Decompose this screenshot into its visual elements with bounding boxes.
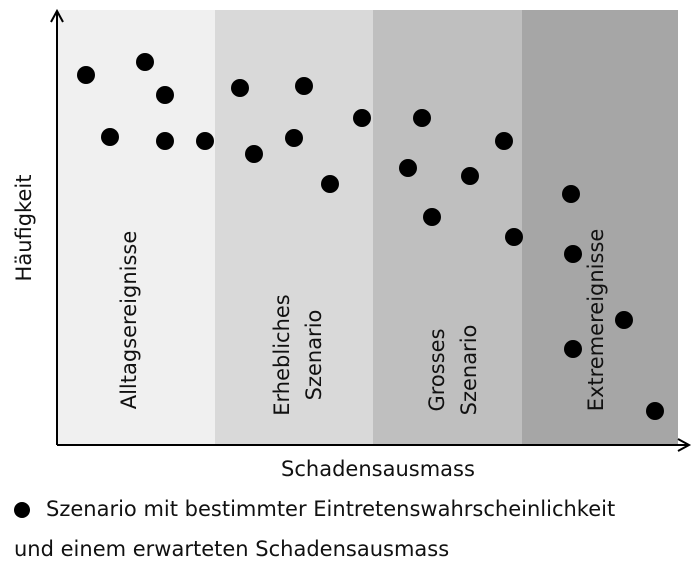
scenario-dots bbox=[77, 53, 664, 420]
axes bbox=[50, 8, 692, 452]
zone-bg bbox=[215, 10, 373, 445]
zone-bg bbox=[522, 10, 678, 445]
zone-label: Szenario bbox=[302, 310, 326, 401]
zone-label: Alltagsereignisse bbox=[117, 231, 141, 410]
zone-bg bbox=[373, 10, 522, 445]
y-axis-label: Häufigkeit bbox=[12, 175, 36, 282]
zone-label: Grosses bbox=[425, 328, 449, 411]
legend-dot bbox=[14, 502, 30, 518]
zone-label: Extremereignisse bbox=[584, 229, 608, 412]
legend-text: und einem erwarteten Schadensausmass bbox=[14, 537, 449, 561]
zone-label: Erhebliches bbox=[270, 294, 294, 415]
legend-text: Szenario mit bestimmter Eintretenswahrsc… bbox=[46, 497, 615, 521]
x-axis-label: Schadensausmass bbox=[281, 457, 475, 481]
zone-label: Szenario bbox=[457, 325, 481, 416]
